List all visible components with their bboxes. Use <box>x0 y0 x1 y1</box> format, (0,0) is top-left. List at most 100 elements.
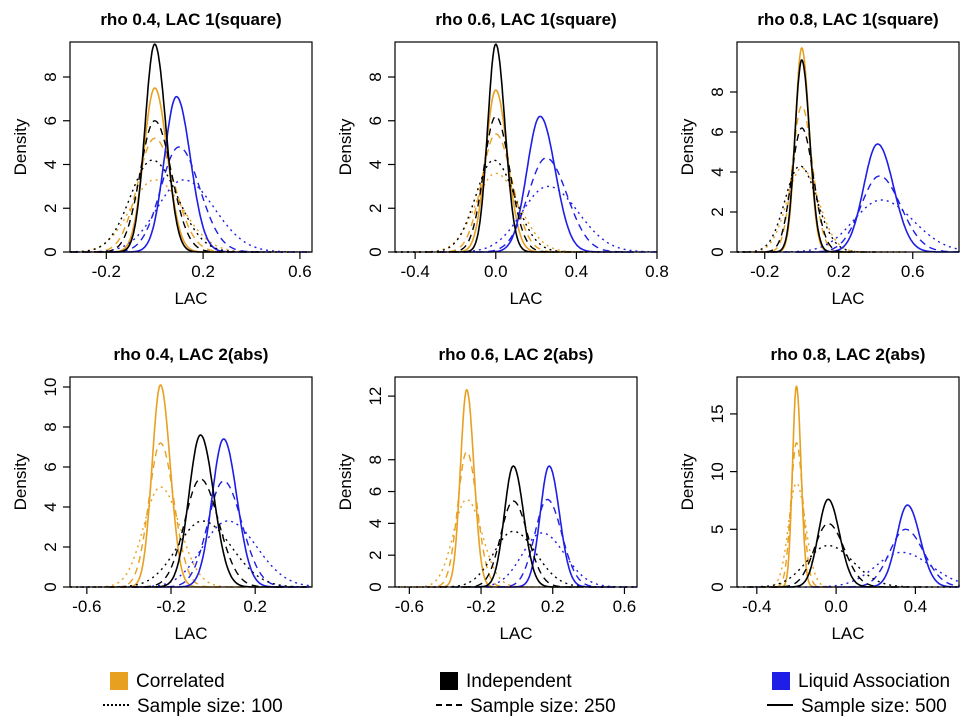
y-axis-label: Density <box>11 453 30 510</box>
x-tick-label: -0.2 <box>466 597 495 616</box>
curve-liquid-association-n500 <box>796 143 959 253</box>
x-tick-label: -0.6 <box>395 597 424 616</box>
y-axis-label: Density <box>678 118 697 175</box>
y-tick-label: 5 <box>708 525 727 534</box>
curve-correlated-n500 <box>773 385 825 588</box>
curve-independent-n250 <box>742 127 875 253</box>
curve-liquid-association-n250 <box>440 157 657 253</box>
y-tick-label: 10 <box>41 378 60 397</box>
y-tick-label: 4 <box>366 519 385 528</box>
x-tick-label: -0.2 <box>92 262 121 281</box>
curve-independent-n250 <box>439 500 604 588</box>
y-tick-label: 8 <box>366 72 385 81</box>
plot-frame <box>736 41 960 253</box>
y-tick-label: 6 <box>41 116 60 125</box>
y-axis-label: Density <box>11 118 30 175</box>
legend-label-liquid-association: Liquid Association <box>798 671 951 692</box>
x-tick-label: 0.0 <box>824 597 848 616</box>
y-tick-label: 8 <box>41 72 60 81</box>
curve-correlated-n250 <box>414 451 532 588</box>
x-axis-label: LAC <box>499 624 532 640</box>
curve-liquid-association-n500 <box>463 115 635 253</box>
legend-label-independent: Independent <box>466 671 572 692</box>
y-tick-label: 8 <box>41 422 60 431</box>
curve-correlated-n250 <box>92 442 244 588</box>
curve-correlated-n100 <box>69 179 312 253</box>
y-tick-label: 0 <box>41 247 60 256</box>
x-tick-label: -0.2 <box>750 262 779 281</box>
legend-label-correlated: Correlated <box>136 671 225 692</box>
y-axis-label: Density <box>336 118 355 175</box>
curve-liquid-association-n250 <box>771 175 960 253</box>
legend-item-sample-100: Sample size: 100 <box>103 695 283 719</box>
curve-independent-n250 <box>70 120 260 253</box>
x-tick-label: 0.2 <box>541 597 565 616</box>
x-axis-label: LAC <box>509 289 542 308</box>
x-tick-label: 0.2 <box>191 262 215 281</box>
legend-item-sample-250: Sample size: 250 <box>436 695 616 719</box>
curve-independent-n250 <box>425 115 583 253</box>
y-tick-label: 0 <box>366 582 385 591</box>
curve-independent-n250 <box>747 522 929 588</box>
y-axis-label: Density <box>678 453 697 510</box>
x-tick-label: 0.8 <box>645 262 669 281</box>
x-axis-label: LAC <box>174 624 207 640</box>
legend-item-sample-500: Sample size: 500 <box>767 695 947 719</box>
y-tick-label: 8 <box>366 455 385 464</box>
curve-liquid-association-n500 <box>843 504 959 588</box>
plot-frame <box>394 41 658 253</box>
curve-liquid-association-n250 <box>812 528 960 588</box>
plot-frame <box>394 376 638 588</box>
x-tick-label: -0.4 <box>742 597 771 616</box>
curve-liquid-association-n500 <box>496 465 614 588</box>
legend-line-solid <box>767 704 793 706</box>
curve-liquid-association-n100 <box>426 532 637 588</box>
x-tick-label: 0.2 <box>243 597 267 616</box>
y-tick-label: 6 <box>366 487 385 496</box>
y-tick-label: 0 <box>708 582 727 591</box>
x-tick-label: 0.4 <box>565 262 589 281</box>
y-tick-label: 15 <box>708 404 727 423</box>
panel-title: rho 0.4, LAC 2(abs) <box>114 345 269 364</box>
curve-independent-n500 <box>98 43 225 253</box>
y-tick-label: 4 <box>366 160 385 169</box>
legend-swatch-independent <box>440 672 458 690</box>
panel-title: rho 0.6, LAC 1(square) <box>435 10 616 29</box>
panel-title: rho 0.6, LAC 2(abs) <box>439 345 594 364</box>
panel-2: rho 0.6, LAC 1(square) -0.4 0.0 0.4 0.8 LAC 0 2… <box>336 10 669 308</box>
legend-item-correlated: Correlated <box>110 670 225 694</box>
x-axis-label: LAC <box>831 624 864 640</box>
curve-correlated-n500 <box>436 89 569 253</box>
y-tick-label: 2 <box>41 542 60 551</box>
y-tick-label: 8 <box>708 87 727 96</box>
curve-independent-n500 <box>448 43 554 253</box>
y-tick-label: 4 <box>708 167 727 176</box>
legend-item-liquid-association: Liquid Association <box>772 670 950 694</box>
y-tick-label: 2 <box>41 204 60 213</box>
curve-liquid-association-n100 <box>70 179 312 253</box>
panel-5: rho 0.6, LAC 2(abs) -0.6 -0.2 0.2 0.6 LAC 0 2 4 6… <box>336 345 638 640</box>
legend-label-sample-100: Sample size: 100 <box>137 696 283 717</box>
x-tick-label: 0.2 <box>827 262 851 281</box>
curve-independent-n100 <box>69 159 310 253</box>
y-tick-label: 6 <box>41 462 60 471</box>
y-axis-label: Density <box>336 453 355 510</box>
legend-swatch-correlated <box>110 672 128 690</box>
panel-1: rho 0.4, LAC 1(square) -0.2 0.2 0.6 LAC 0 2 4 6 8… <box>11 10 313 308</box>
y-tick-label: 10 <box>708 462 727 481</box>
legend-line-dotted <box>103 704 129 706</box>
curve-liquid-association-n100 <box>750 551 960 588</box>
curve-liquid-association-n100 <box>737 199 960 253</box>
panel-3: rho 0.8, LAC 1(square) -0.2 0.2 0.6 LAC 0 2 4 6 8… <box>678 10 960 308</box>
curve-independent-n100 <box>737 544 959 588</box>
y-tick-label: 0 <box>366 247 385 256</box>
x-axis-label: LAC <box>174 289 207 308</box>
x-tick-label: 0.6 <box>288 262 312 281</box>
plot-frame <box>736 376 960 588</box>
plot-frame <box>69 41 313 253</box>
curve-independent-n500 <box>132 434 284 588</box>
y-tick-label: 2 <box>366 204 385 213</box>
y-tick-label: 12 <box>366 387 385 406</box>
curve-liquid-association-n100 <box>80 520 313 588</box>
legend-line-dashed <box>436 704 462 706</box>
